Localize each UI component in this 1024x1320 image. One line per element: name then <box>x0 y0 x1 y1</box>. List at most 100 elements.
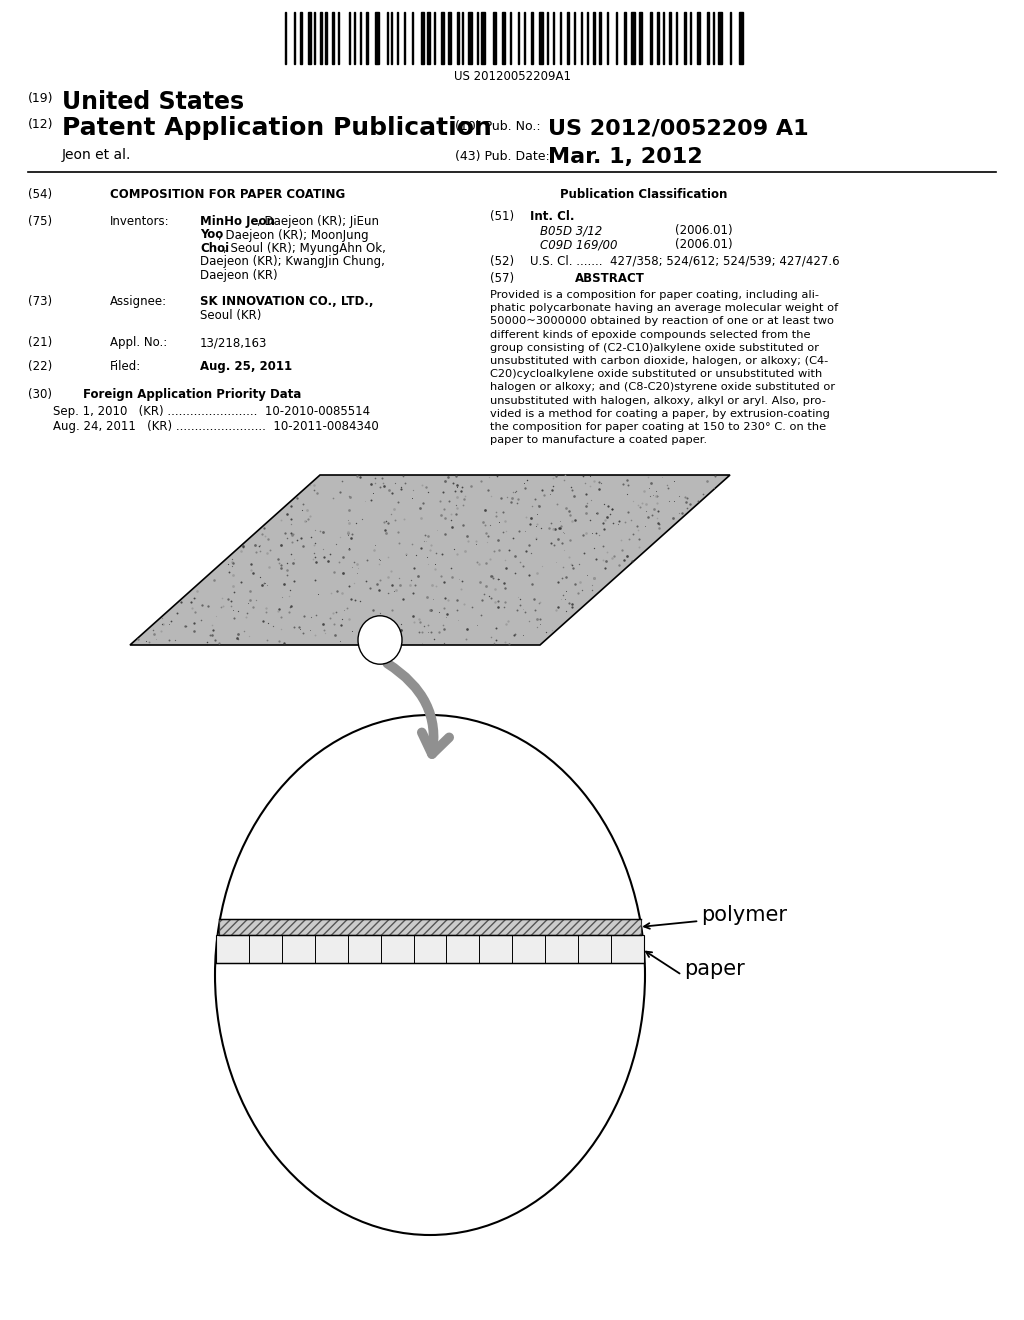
Point <box>536 484 552 506</box>
Point <box>343 528 359 549</box>
Point <box>224 552 241 573</box>
Point <box>182 591 199 612</box>
Point <box>372 569 388 590</box>
Point <box>375 473 391 494</box>
Point <box>564 593 581 614</box>
Bar <box>421 12 424 63</box>
Point <box>325 488 341 510</box>
Point <box>499 520 515 541</box>
Point <box>488 618 505 639</box>
Bar <box>332 12 334 63</box>
Point <box>426 628 442 649</box>
Point <box>588 549 604 570</box>
Point <box>509 492 525 513</box>
Point <box>538 620 554 642</box>
Point <box>386 624 402 645</box>
Point <box>436 587 453 609</box>
Point <box>232 541 249 562</box>
Point <box>561 546 578 568</box>
Point <box>276 523 293 544</box>
Point <box>437 470 454 491</box>
Point <box>440 466 457 487</box>
Point <box>524 574 541 595</box>
Bar <box>300 12 302 63</box>
Point <box>529 495 546 516</box>
Point <box>528 616 545 638</box>
Point <box>472 605 488 626</box>
Point <box>650 512 667 533</box>
Point <box>349 553 366 574</box>
Point <box>578 495 594 516</box>
Point <box>307 532 324 553</box>
Point <box>507 623 523 644</box>
Point <box>187 587 204 609</box>
Point <box>614 474 631 495</box>
Point <box>340 523 356 544</box>
Point <box>555 557 571 578</box>
Point <box>392 614 409 635</box>
Point <box>495 502 511 523</box>
Point <box>478 552 495 573</box>
Point <box>248 590 264 611</box>
Point <box>270 549 287 570</box>
Point <box>283 523 299 544</box>
Point <box>349 558 366 579</box>
Point <box>436 572 453 593</box>
Point <box>690 490 707 511</box>
Point <box>648 492 665 513</box>
Point <box>224 556 241 577</box>
Point <box>487 630 504 651</box>
Point <box>564 480 581 502</box>
Point <box>588 503 604 524</box>
Point <box>651 513 668 535</box>
Bar <box>669 12 671 63</box>
Point <box>445 539 462 560</box>
Point <box>299 499 315 520</box>
Text: , Seoul (KR); MyungAhn Ok,: , Seoul (KR); MyungAhn Ok, <box>223 242 386 255</box>
Point <box>422 540 438 561</box>
Point <box>486 540 503 561</box>
Point <box>591 524 607 545</box>
Point <box>302 506 318 527</box>
Point <box>659 478 676 499</box>
Text: (75): (75) <box>28 215 52 228</box>
Point <box>618 470 635 491</box>
Point <box>236 620 252 642</box>
Point <box>582 510 598 531</box>
Point <box>497 510 513 531</box>
Point <box>243 560 259 581</box>
Point <box>401 574 418 595</box>
Bar <box>216 935 644 964</box>
Point <box>557 465 573 486</box>
Point <box>569 582 586 603</box>
Point <box>528 562 545 583</box>
Text: Foreign Application Priority Data: Foreign Application Priority Data <box>83 388 301 401</box>
Point <box>501 539 517 560</box>
Point <box>423 599 439 620</box>
Point <box>223 595 240 616</box>
Point <box>186 612 203 634</box>
Point <box>646 499 663 520</box>
Point <box>271 553 288 574</box>
Point <box>621 474 637 495</box>
Point <box>545 467 561 488</box>
Point <box>558 601 574 622</box>
Point <box>163 610 179 631</box>
Point <box>505 480 521 502</box>
Point <box>359 549 376 570</box>
Point <box>280 560 296 581</box>
Point <box>347 590 364 611</box>
Point <box>293 527 309 548</box>
Point <box>527 527 544 548</box>
Point <box>625 490 641 511</box>
Point <box>617 511 634 532</box>
Point <box>636 480 652 502</box>
Text: (57): (57) <box>490 272 514 285</box>
Point <box>666 490 682 511</box>
Point <box>391 532 408 553</box>
Point <box>512 552 528 573</box>
Point <box>281 586 297 607</box>
Point <box>445 473 462 494</box>
Point <box>325 602 341 623</box>
Point <box>383 503 399 524</box>
